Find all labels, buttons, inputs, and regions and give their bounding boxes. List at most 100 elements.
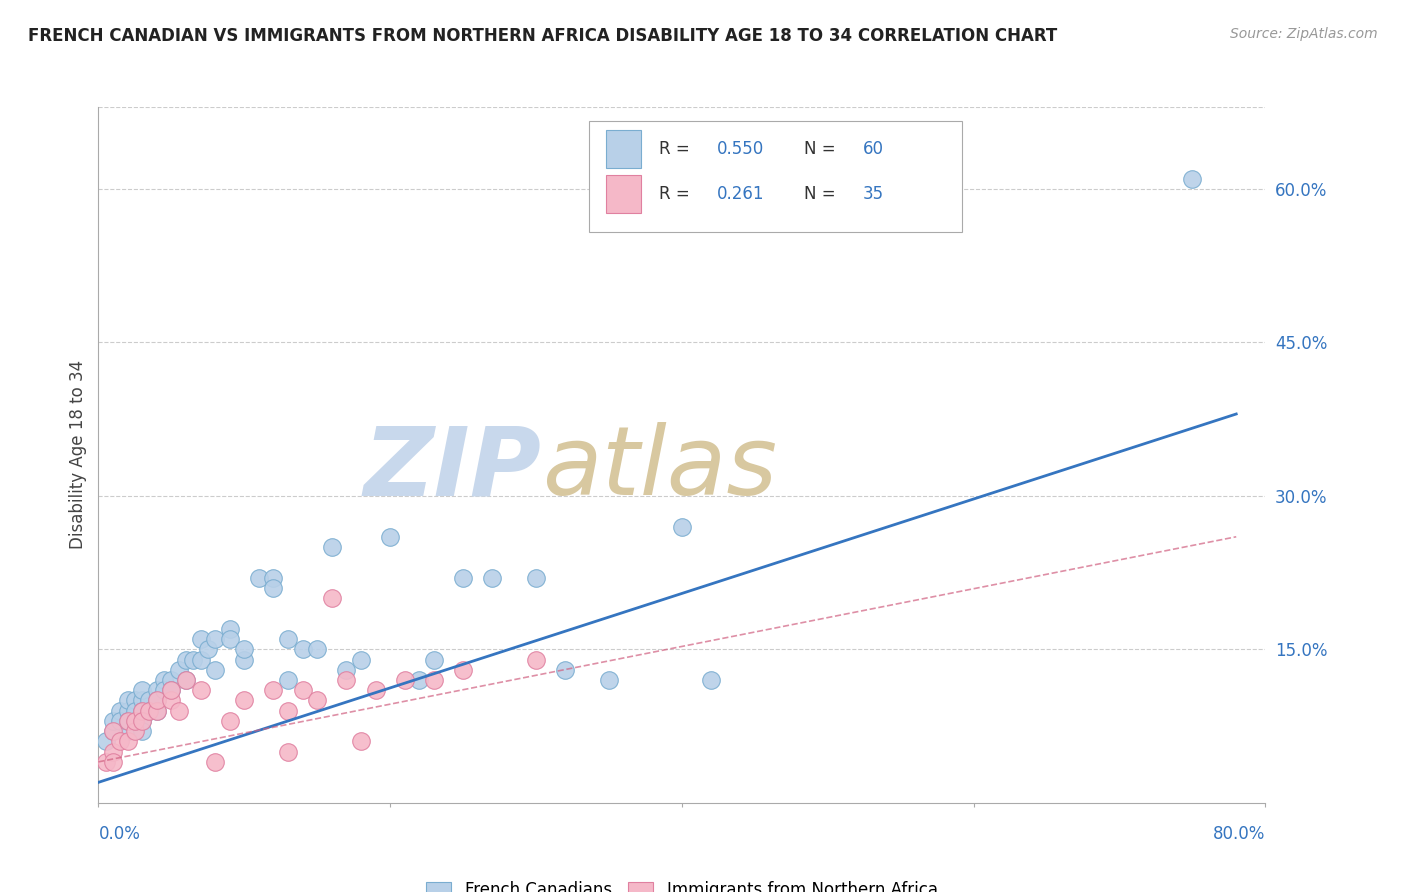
Point bbox=[451, 571, 474, 585]
Point bbox=[146, 693, 169, 707]
Point bbox=[110, 734, 132, 748]
Point bbox=[218, 714, 240, 728]
Point bbox=[350, 652, 373, 666]
Text: Source: ZipAtlas.com: Source: ZipAtlas.com bbox=[1230, 27, 1378, 41]
Point bbox=[335, 673, 357, 687]
Point bbox=[117, 714, 139, 728]
Point bbox=[124, 714, 146, 728]
Point bbox=[218, 622, 240, 636]
Point bbox=[247, 571, 270, 585]
Text: N =: N = bbox=[804, 185, 841, 203]
Point bbox=[167, 663, 190, 677]
Point bbox=[262, 581, 284, 595]
Text: R =: R = bbox=[658, 185, 695, 203]
Point bbox=[364, 683, 387, 698]
Point bbox=[101, 724, 124, 739]
Point bbox=[204, 755, 226, 769]
Point bbox=[146, 693, 169, 707]
Point bbox=[160, 693, 183, 707]
Point bbox=[190, 683, 212, 698]
Legend: French Canadians, Immigrants from Northern Africa: French Canadians, Immigrants from Northe… bbox=[419, 874, 945, 892]
Point bbox=[524, 652, 547, 666]
Point bbox=[291, 642, 314, 657]
Text: 0.550: 0.550 bbox=[717, 140, 765, 158]
Point bbox=[335, 663, 357, 677]
FancyBboxPatch shape bbox=[606, 129, 641, 168]
Point bbox=[124, 693, 146, 707]
Text: R =: R = bbox=[658, 140, 695, 158]
Point bbox=[197, 642, 219, 657]
Point bbox=[117, 724, 139, 739]
Point bbox=[117, 734, 139, 748]
Text: atlas: atlas bbox=[541, 422, 778, 516]
Point bbox=[378, 530, 402, 544]
Point bbox=[124, 714, 146, 728]
Point bbox=[394, 673, 416, 687]
Point bbox=[138, 704, 160, 718]
Point bbox=[218, 632, 240, 646]
Point bbox=[277, 632, 299, 646]
Point bbox=[262, 683, 284, 698]
Point bbox=[481, 571, 503, 585]
Point bbox=[146, 683, 169, 698]
Point bbox=[190, 652, 212, 666]
Point bbox=[262, 571, 284, 585]
Point bbox=[277, 704, 299, 718]
Point bbox=[124, 704, 146, 718]
Point bbox=[94, 734, 117, 748]
Point bbox=[101, 724, 124, 739]
Point bbox=[423, 673, 446, 687]
Point bbox=[423, 652, 446, 666]
Point bbox=[131, 704, 153, 718]
Point bbox=[233, 652, 256, 666]
Point bbox=[167, 704, 190, 718]
Point bbox=[131, 724, 153, 739]
Point bbox=[233, 642, 256, 657]
Point bbox=[138, 693, 160, 707]
Point bbox=[110, 704, 132, 718]
Point bbox=[321, 591, 343, 606]
Point bbox=[153, 683, 176, 698]
Point bbox=[117, 704, 139, 718]
Point bbox=[554, 663, 576, 677]
Point bbox=[451, 663, 474, 677]
Point bbox=[101, 745, 124, 759]
Point bbox=[131, 683, 153, 698]
Point bbox=[174, 652, 197, 666]
Text: N =: N = bbox=[804, 140, 841, 158]
Point bbox=[160, 683, 183, 698]
Text: 60: 60 bbox=[863, 140, 884, 158]
Point bbox=[160, 683, 183, 698]
Point bbox=[408, 673, 430, 687]
Text: 80.0%: 80.0% bbox=[1213, 825, 1265, 843]
Point bbox=[131, 714, 153, 728]
Y-axis label: Disability Age 18 to 34: Disability Age 18 to 34 bbox=[69, 360, 87, 549]
Point bbox=[700, 673, 723, 687]
Text: 35: 35 bbox=[863, 185, 884, 203]
Point bbox=[101, 714, 124, 728]
Point bbox=[307, 693, 329, 707]
Point bbox=[124, 724, 146, 739]
Point bbox=[117, 693, 139, 707]
Point bbox=[146, 704, 169, 718]
Point bbox=[153, 673, 176, 687]
Point bbox=[110, 714, 132, 728]
Point bbox=[174, 673, 197, 687]
Point bbox=[277, 745, 299, 759]
Point bbox=[321, 540, 343, 554]
Text: FRENCH CANADIAN VS IMMIGRANTS FROM NORTHERN AFRICA DISABILITY AGE 18 TO 34 CORRE: FRENCH CANADIAN VS IMMIGRANTS FROM NORTH… bbox=[28, 27, 1057, 45]
Point bbox=[138, 704, 160, 718]
FancyBboxPatch shape bbox=[606, 175, 641, 213]
Point bbox=[131, 693, 153, 707]
Point bbox=[291, 683, 314, 698]
Point bbox=[94, 755, 117, 769]
Point bbox=[190, 632, 212, 646]
Point bbox=[233, 693, 256, 707]
Text: 0.0%: 0.0% bbox=[98, 825, 141, 843]
Point bbox=[307, 642, 329, 657]
Point bbox=[671, 519, 693, 533]
Point bbox=[117, 714, 139, 728]
Text: 0.261: 0.261 bbox=[717, 185, 765, 203]
Point bbox=[598, 673, 620, 687]
Point bbox=[204, 663, 226, 677]
